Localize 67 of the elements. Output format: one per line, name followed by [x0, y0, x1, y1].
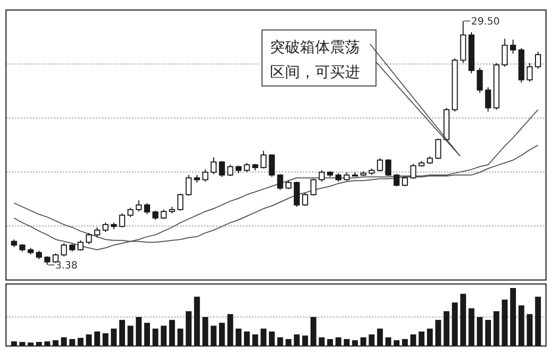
bar	[402, 339, 408, 346]
bar	[460, 294, 466, 346]
bar	[186, 311, 192, 346]
bar	[136, 317, 142, 346]
bar	[227, 314, 234, 346]
bar	[219, 322, 225, 346]
bar	[277, 337, 284, 346]
bar	[11, 341, 17, 346]
bar	[335, 337, 342, 346]
bar	[426, 328, 433, 346]
bar	[318, 337, 325, 346]
bar	[327, 339, 333, 346]
bar	[28, 342, 34, 346]
bar	[169, 320, 175, 346]
bar	[19, 342, 26, 346]
bar	[128, 326, 134, 346]
bar	[377, 328, 383, 346]
bar	[518, 305, 524, 346]
bar	[202, 317, 208, 346]
bar	[476, 317, 483, 346]
bar	[526, 314, 533, 346]
bar	[60, 337, 67, 346]
bar	[468, 308, 474, 346]
bar	[452, 302, 458, 346]
bar	[86, 334, 92, 346]
bar	[385, 337, 392, 346]
bar	[119, 320, 126, 346]
bar	[360, 337, 366, 346]
annotation: 29.50	[471, 16, 500, 28]
bar	[286, 339, 292, 346]
bar	[69, 339, 76, 346]
bar	[394, 340, 400, 346]
bar	[52, 340, 58, 346]
bar	[368, 334, 375, 346]
bar	[210, 326, 217, 346]
bar	[494, 311, 500, 346]
annotation: 3.38	[55, 260, 78, 272]
bar	[78, 338, 84, 346]
annotation: 突破箱体震荡区间，可买进	[270, 38, 360, 81]
bar	[236, 328, 242, 346]
bar	[94, 332, 100, 346]
bar	[160, 326, 167, 346]
bar	[177, 328, 184, 346]
bar	[260, 328, 266, 346]
bar	[194, 296, 200, 346]
bar	[444, 311, 450, 346]
bar	[110, 328, 117, 346]
bar	[302, 336, 308, 346]
bar	[435, 320, 442, 346]
bar	[36, 342, 42, 346]
bar	[535, 296, 541, 346]
bar	[152, 328, 158, 346]
bar	[485, 320, 492, 346]
bar	[244, 332, 250, 346]
bar	[352, 340, 358, 346]
bar	[268, 332, 275, 346]
bar	[294, 334, 300, 346]
bar	[44, 341, 50, 346]
bar	[418, 332, 424, 346]
bar	[410, 334, 416, 346]
bar	[502, 300, 508, 346]
bar	[252, 334, 258, 346]
bar	[344, 339, 350, 346]
bar	[510, 288, 516, 346]
bar	[102, 333, 108, 346]
bar	[310, 317, 316, 346]
bar	[144, 322, 150, 346]
